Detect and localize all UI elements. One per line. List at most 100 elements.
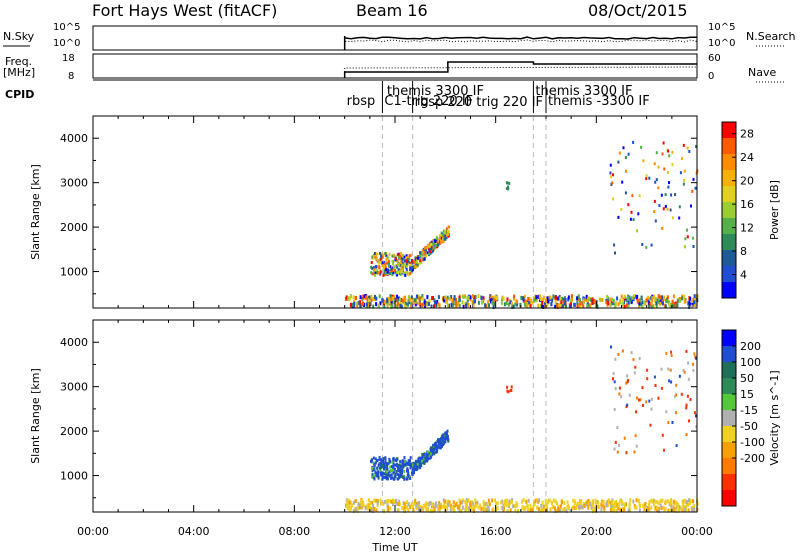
- cell-velocity-2: [443, 433, 446, 437]
- cell-power-0: [372, 304, 375, 309]
- cell-power-0: [434, 300, 436, 305]
- cell-power-2: [436, 241, 439, 245]
- cell-power-0: [657, 299, 660, 304]
- cell-velocity-3: [683, 370, 686, 374]
- colorbar-band-velocity-9: [722, 474, 736, 491]
- cell-velocity-0: [556, 501, 558, 506]
- cell-velocity-1: [384, 458, 387, 462]
- cell-velocity-0: [375, 498, 377, 503]
- cell-power-0: [636, 295, 639, 299]
- cell-velocity-0: [392, 498, 394, 503]
- cell-power-sparse: [506, 181, 509, 185]
- cpid-label-2: themis 3300 IF: [387, 84, 484, 99]
- cell-velocity-3: [639, 398, 642, 402]
- cell-velocity-0: [554, 499, 557, 504]
- cell-power-1: [409, 253, 412, 257]
- cell-power-2: [412, 268, 414, 272]
- cell-velocity-0: [597, 504, 599, 509]
- cell-power-0: [383, 303, 386, 308]
- cell-velocity-0: [461, 500, 464, 505]
- cell-power-0: [367, 298, 370, 303]
- cell-power-0: [693, 300, 696, 305]
- cell-velocity-3: [632, 358, 635, 362]
- cell-power-2: [432, 240, 434, 244]
- colorbar-band-velocity-0: [722, 330, 736, 347]
- cell-velocity-3: [638, 357, 641, 360]
- cell-velocity-0: [448, 503, 451, 508]
- cell-velocity-0: [494, 498, 496, 503]
- cell-power-3: [667, 149, 670, 153]
- cell-velocity-2: [420, 459, 423, 463]
- cell-power-2: [420, 261, 423, 264]
- cell-velocity-1: [389, 469, 392, 473]
- cell-power-1: [405, 262, 408, 266]
- cell-velocity-2: [441, 438, 444, 442]
- cell-power-0: [392, 300, 395, 305]
- cell-velocity-0: [350, 505, 352, 510]
- cell-power-0: [668, 302, 671, 307]
- cell-velocity-2: [412, 463, 415, 467]
- cell-velocity-0: [634, 505, 637, 510]
- cell-power-0: [557, 296, 560, 301]
- colorbar-band-power-1: [722, 138, 736, 155]
- cell-velocity-1: [385, 475, 387, 479]
- cell-velocity-2: [411, 468, 414, 472]
- cell-velocity-3: [646, 377, 649, 381]
- cell-velocity-0: [419, 505, 422, 510]
- cell-power-1: [373, 267, 376, 271]
- cell-power-0: [614, 304, 616, 309]
- xtick-label-0: 00:00: [77, 525, 109, 538]
- cell-velocity-1: [378, 456, 381, 459]
- cell-velocity-1: [379, 468, 382, 472]
- cell-velocity-2: [440, 442, 443, 445]
- cell-power-1: [392, 253, 395, 257]
- cell-power-0: [471, 294, 474, 299]
- cell-power-0: [387, 296, 390, 301]
- cell-velocity-3: [685, 433, 688, 437]
- cell-power-2: [444, 231, 446, 235]
- cell-velocity-2: [422, 460, 425, 464]
- cell-velocity-0: [487, 505, 490, 510]
- cell-velocity-3: [695, 425, 698, 429]
- cell-power-0: [615, 301, 618, 306]
- cell-power-0: [351, 302, 354, 307]
- cell-velocity-0: [501, 506, 504, 511]
- cell-velocity-0: [360, 501, 362, 506]
- cell-power-0: [554, 299, 557, 304]
- cell-velocity-0: [573, 505, 576, 510]
- cell-velocity-sparse: [507, 390, 510, 394]
- cell-power-0: [386, 302, 389, 307]
- cell-power-0: [396, 302, 399, 307]
- cell-power-1: [393, 265, 396, 269]
- cell-velocity-0: [557, 507, 560, 512]
- cbtick-label-power-2: 12: [740, 222, 754, 235]
- cell-velocity-0: [527, 498, 530, 503]
- cell-power-3: [620, 208, 623, 211]
- cell-power-0: [423, 300, 426, 305]
- cell-velocity-1: [407, 474, 410, 478]
- cpid-label-1: C1-trig 220 IF: [384, 94, 473, 109]
- cell-velocity-1: [391, 460, 394, 464]
- cell-power-1: [396, 261, 399, 265]
- cell-velocity-2: [437, 438, 439, 442]
- cell-power-0: [436, 299, 439, 304]
- cell-power-1: [384, 265, 387, 269]
- cell-power-0: [501, 298, 503, 303]
- cell-velocity-1: [397, 476, 400, 480]
- cell-power-2: [429, 244, 431, 248]
- cell-power-1: [376, 268, 379, 272]
- cell-velocity-2: [434, 450, 437, 454]
- cell-power-0: [672, 304, 675, 309]
- colorbar-band-power-4: [722, 186, 736, 203]
- cell-velocity-2: [435, 444, 437, 448]
- cell-velocity-0: [425, 501, 428, 506]
- cell-velocity-1: [370, 460, 373, 464]
- cell-power-0: [403, 298, 406, 303]
- cell-velocity-1: [382, 457, 385, 461]
- cell-power-1: [402, 261, 405, 265]
- cell-power-0: [507, 302, 510, 307]
- cell-power-0: [559, 302, 562, 307]
- cell-power-3: [638, 194, 641, 198]
- cell-power-2: [418, 262, 421, 266]
- cell-power-1: [383, 270, 386, 273]
